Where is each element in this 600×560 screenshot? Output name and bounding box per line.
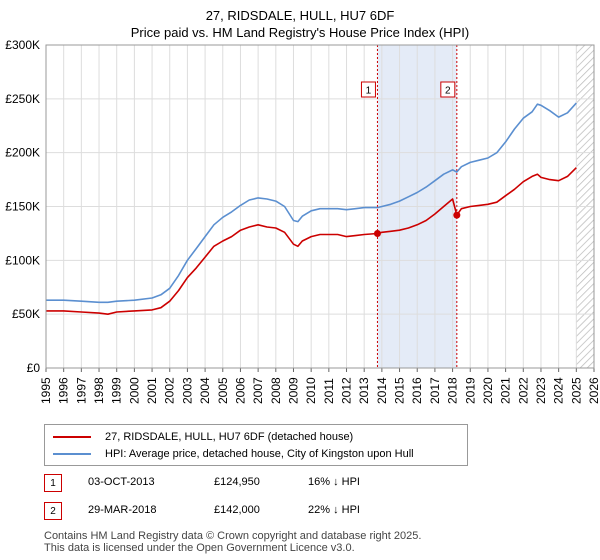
x-tick-label: 2010 xyxy=(304,377,318,404)
x-tick-label: 2007 xyxy=(251,377,265,404)
x-tick-label: 2026 xyxy=(587,377,600,404)
x-tick-label: 2021 xyxy=(499,377,513,404)
transaction-price: £124,950 xyxy=(214,476,260,488)
x-tick-label: 2013 xyxy=(357,377,371,404)
x-tick-label: 1998 xyxy=(92,377,106,404)
x-tick-label: 2001 xyxy=(145,377,159,404)
x-tick-label: 2014 xyxy=(375,377,389,404)
x-tick-label: 2011 xyxy=(322,378,336,404)
x-tick-label: 2017 xyxy=(428,377,442,404)
annotation-badge xyxy=(360,81,376,98)
x-tick-label: 1995 xyxy=(39,377,53,404)
x-tick-label: 2022 xyxy=(516,377,530,404)
x-tick-label: 1996 xyxy=(57,377,71,404)
x-tick-label: 2025 xyxy=(569,377,583,404)
annotation-label: 2 xyxy=(445,86,451,97)
transaction-delta: 22% ↓ HPI xyxy=(308,504,360,516)
legend-label-property: 27, RIDSDALE, HULL, HU7 6DF (detached ho… xyxy=(105,431,354,443)
transaction-badge: 1 xyxy=(44,474,62,492)
annotation-label: 1 xyxy=(366,86,372,97)
y-tick-label: £0 xyxy=(27,361,41,375)
y-tick-label: £300K xyxy=(5,38,40,52)
series-line xyxy=(46,167,577,315)
legend-label-hpi: HPI: Average price, detached house, City… xyxy=(105,448,414,460)
plot-border xyxy=(45,44,595,369)
x-tick-label: 2015 xyxy=(393,377,407,404)
x-tick-label: 2009 xyxy=(286,377,300,404)
x-tick-label: 2003 xyxy=(180,377,194,404)
x-tick-label: 2024 xyxy=(552,377,566,404)
y-tick-label: £100K xyxy=(5,253,40,267)
sale-point xyxy=(373,229,381,237)
x-tick-label: 2008 xyxy=(269,377,283,404)
x-tick-label: 1999 xyxy=(110,377,124,404)
x-tick-label: 2018 xyxy=(446,377,460,404)
x-tick-label: 2000 xyxy=(127,377,141,404)
x-tick-label: 2019 xyxy=(463,377,477,404)
x-tick-label: 1997 xyxy=(74,377,88,404)
x-tick-label: 2004 xyxy=(198,377,212,404)
series-line xyxy=(46,102,577,304)
legend-item-hpi: HPI: Average price, detached house, City… xyxy=(53,446,414,462)
legend-swatch-hpi xyxy=(53,453,91,455)
x-tick-label: 2016 xyxy=(410,377,424,404)
annotation-badge xyxy=(440,81,456,98)
transaction-badge: 2 xyxy=(44,502,62,520)
x-tick-label: 2020 xyxy=(481,377,495,404)
transaction-price: £142,000 xyxy=(214,504,260,516)
y-tick-label: £200K xyxy=(5,146,40,160)
footer-licence: This data is licensed under the Open Gov… xyxy=(44,542,355,554)
transaction-date: 03-OCT-2013 xyxy=(88,476,155,488)
sale-point xyxy=(453,211,461,219)
x-tick-label: 2005 xyxy=(216,377,230,404)
footer-copyright: Contains HM Land Registry data © Crown c… xyxy=(44,530,422,542)
legend-item-property: 27, RIDSDALE, HULL, HU7 6DF (detached ho… xyxy=(53,429,353,445)
y-tick-label: £50K xyxy=(12,307,40,321)
footer: Contains HM Land Registry data © Crown c… xyxy=(44,530,421,554)
chart-title: 27, RIDSDALE, HULL, HU7 6DF xyxy=(205,8,395,23)
x-tick-label: 2012 xyxy=(340,377,354,404)
x-tick-label: 2002 xyxy=(163,377,177,404)
x-tick-label: 2023 xyxy=(534,377,548,404)
x-tick-label: 2006 xyxy=(233,377,247,404)
legend-swatch-property xyxy=(53,436,91,438)
chart-subtitle: Price paid vs. HM Land Registry's House … xyxy=(130,25,470,40)
y-tick-label: £250K xyxy=(5,92,40,106)
transaction-date: 29-MAR-2018 xyxy=(88,504,157,516)
legend: 27, RIDSDALE, HULL, HU7 6DF (detached ho… xyxy=(44,424,468,466)
y-tick-label: £150K xyxy=(5,200,40,214)
transaction-delta: 16% ↓ HPI xyxy=(308,476,360,488)
